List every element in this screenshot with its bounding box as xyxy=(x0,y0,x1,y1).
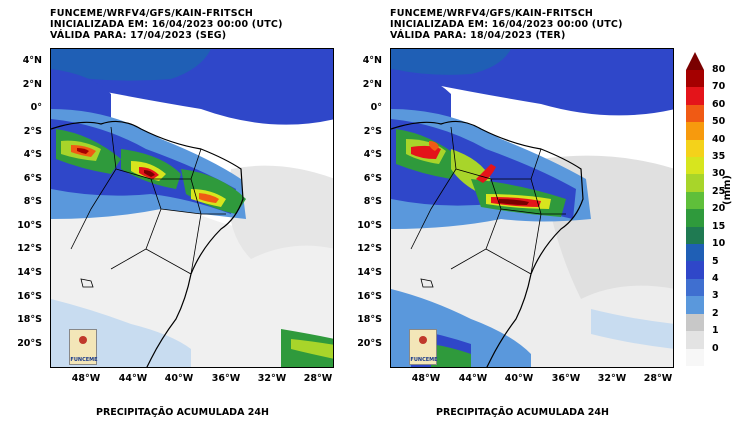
lat-label: 2°N xyxy=(22,79,42,90)
colorbar-tick-label: 50 xyxy=(712,116,726,128)
lat-label: 2°S xyxy=(23,126,42,137)
colorbar-segment xyxy=(686,209,704,227)
lon-label: 48°W xyxy=(411,373,441,384)
panel-header: FUNCEME/WRFV4/GFS/KAIN-FRITSCH INICIALIZ… xyxy=(50,8,283,41)
colorbar-tick-label: 35 xyxy=(712,151,726,163)
colorbar-segment xyxy=(686,191,704,210)
lon-label: 36°W xyxy=(211,373,241,384)
colorbar-tick-label: 25 xyxy=(712,185,726,197)
lat-label: 8°S xyxy=(363,196,382,207)
lon-label: 44°W xyxy=(458,373,488,384)
colorbar-segment xyxy=(686,226,704,245)
lon-label: 28°W xyxy=(303,373,333,384)
lon-label: 36°W xyxy=(551,373,581,384)
lat-label: 16°S xyxy=(17,291,42,302)
init-time: INICIALIZADA EM: 16/04/2023 00:00 (UTC) xyxy=(390,19,623,30)
colorbar-tick-label: 0 xyxy=(712,342,719,354)
colorbar-tick-label: 1 xyxy=(712,325,719,337)
lon-label: 32°W xyxy=(597,373,627,384)
lat-label: 16°S xyxy=(357,291,382,302)
colorbar-tick-label: 5 xyxy=(712,255,719,267)
lat-label: 10°S xyxy=(357,220,382,231)
colorbar-tick-label: 60 xyxy=(712,98,726,110)
colorbar-tick-label: 10 xyxy=(712,238,726,250)
precip-field xyxy=(51,49,333,367)
lat-label: 4°S xyxy=(363,149,382,160)
lat-label: 20°S xyxy=(357,338,382,349)
lat-label: 12°S xyxy=(17,243,42,254)
lat-label: 12°S xyxy=(357,243,382,254)
colorbar-segment xyxy=(686,244,704,262)
lat-label: 20°S xyxy=(17,338,42,349)
colorbar-segment xyxy=(686,122,704,140)
precip-field xyxy=(391,49,673,367)
lat-label: 4°N xyxy=(22,55,42,66)
colorbar-extend-arrow xyxy=(686,52,704,70)
lat-label: 4°S xyxy=(23,149,42,160)
lat-label: 8°S xyxy=(23,196,42,207)
colorbar-segment xyxy=(686,157,704,175)
colorbar-segment xyxy=(686,313,704,332)
colorbar-tick-label: 2 xyxy=(712,307,719,319)
precipitation-map: FUNCEME xyxy=(390,48,674,368)
init-time: INICIALIZADA EM: 16/04/2023 00:00 (UTC) xyxy=(50,19,283,30)
colorbar-tick-label: 80 xyxy=(712,64,726,75)
lon-label: 48°W xyxy=(71,373,101,384)
logo-text: FUNCEME xyxy=(70,357,98,363)
lat-label: 0° xyxy=(370,102,382,113)
lat-label: 14°S xyxy=(357,267,382,278)
logo-dot xyxy=(419,336,427,344)
logo-dot xyxy=(79,336,87,344)
lat-label: 6°S xyxy=(23,173,42,184)
lat-label: 18°S xyxy=(357,314,382,325)
colorbar-segment xyxy=(686,139,704,158)
lat-label: 10°S xyxy=(17,220,42,231)
lat-label: 2°N xyxy=(362,79,382,90)
lon-label: 44°W xyxy=(118,373,148,384)
map-caption: PRECIPITAÇÃO ACUMULADA 24H xyxy=(436,407,609,418)
colorbar-tick-label: 15 xyxy=(712,220,726,232)
colorbar-tick-label: 3 xyxy=(712,290,719,302)
funceme-logo: FUNCEME xyxy=(409,329,438,365)
colorbar-tick-label: 4 xyxy=(712,272,719,284)
lon-label: 40°W xyxy=(504,373,534,384)
lat-label: 14°S xyxy=(17,267,42,278)
colorbar-unit: (mm) xyxy=(722,175,733,205)
funceme-logo: FUNCEME xyxy=(69,329,98,365)
colorbar-segment xyxy=(686,104,704,123)
lat-label: 4°N xyxy=(362,55,382,66)
lat-label: 6°S xyxy=(363,173,382,184)
colorbar-segment xyxy=(686,261,704,279)
precip-colorbar xyxy=(686,52,704,366)
colorbar-segment xyxy=(686,70,704,88)
precipitation-map: FUNCEME xyxy=(50,48,334,368)
colorbar-tick-label: 70 xyxy=(712,81,726,93)
colorbar-segment xyxy=(686,87,704,105)
colorbar-segment xyxy=(686,348,704,366)
colorbar-segment xyxy=(686,174,704,192)
colorbar-tick-label: 20 xyxy=(712,203,726,215)
model-title: FUNCEME/WRFV4/GFS/KAIN-FRITSCH xyxy=(390,8,594,19)
lat-label: 18°S xyxy=(17,314,42,325)
lon-label: 28°W xyxy=(643,373,673,384)
colorbar-segment xyxy=(686,296,704,314)
logo-text: FUNCEME xyxy=(410,357,438,363)
panel-header: FUNCEME/WRFV4/GFS/KAIN-FRITSCH INICIALIZ… xyxy=(390,8,623,41)
map-caption: PRECIPITAÇÃO ACUMULADA 24H xyxy=(96,407,269,418)
colorbar-segment xyxy=(686,278,704,297)
valid-date: VÁLIDA PARA: 17/04/2023 (SEG) xyxy=(50,30,227,41)
colorbar-segment xyxy=(686,331,704,349)
valid-date: VÁLIDA PARA: 18/04/2023 (TER) xyxy=(390,30,566,41)
map-panel-right: FUNCEME/WRFV4/GFS/KAIN-FRITSCH INICIALIZ… xyxy=(340,0,680,429)
lon-label: 32°W xyxy=(257,373,287,384)
map-panel-left: FUNCEME/WRFV4/GFS/KAIN-FRITSCH INICIALIZ… xyxy=(0,0,340,429)
model-title: FUNCEME/WRFV4/GFS/KAIN-FRITSCH xyxy=(50,8,254,19)
lat-label: 2°S xyxy=(363,126,382,137)
lon-label: 40°W xyxy=(164,373,194,384)
colorbar-tick-label: 40 xyxy=(712,133,726,145)
lat-label: 0° xyxy=(30,102,42,113)
colorbar-tick-label: 30 xyxy=(712,168,726,180)
